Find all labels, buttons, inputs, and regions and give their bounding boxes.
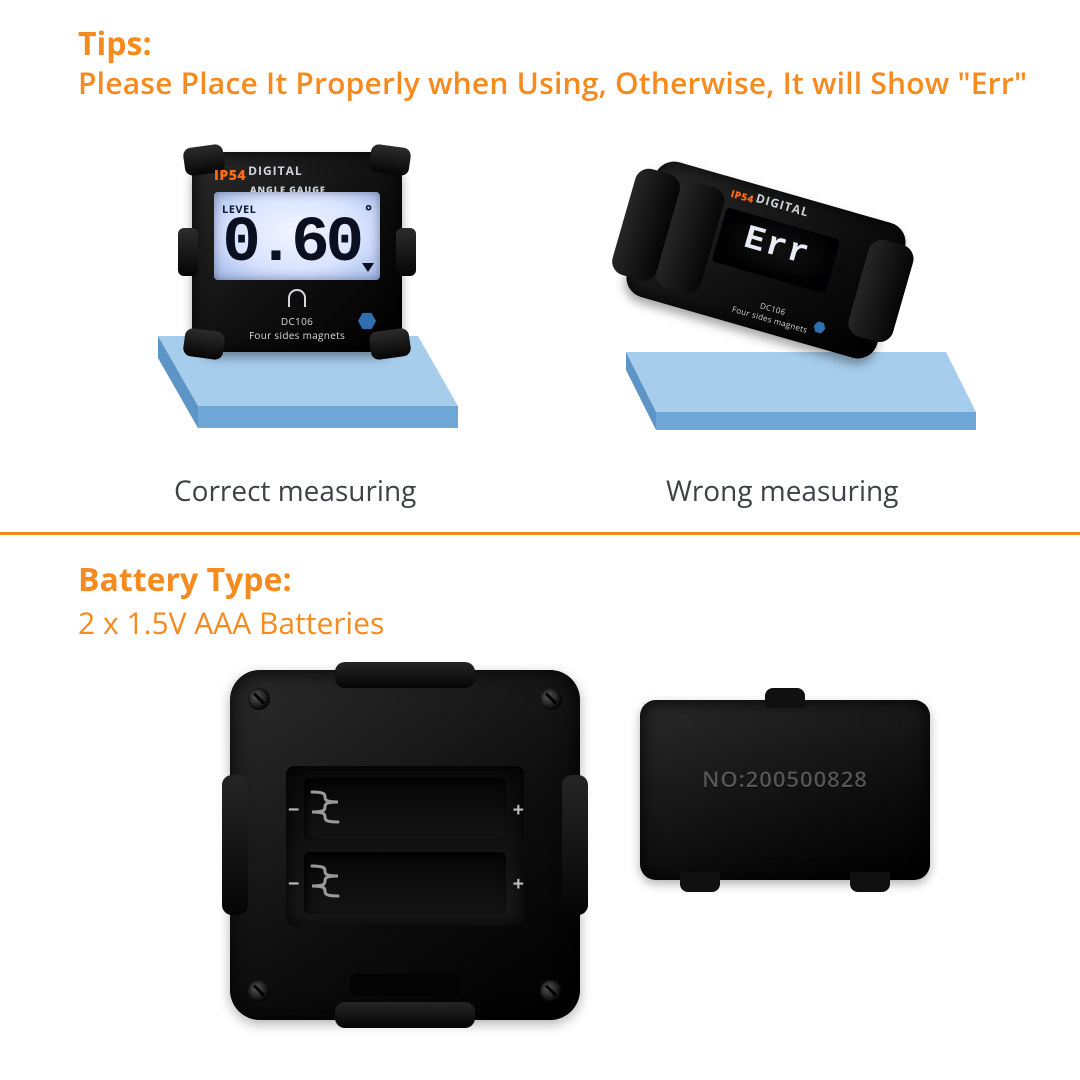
brand-ip54-wrong: IP54 — [729, 186, 755, 206]
spring-icon — [308, 862, 342, 904]
cover-clip — [765, 688, 805, 708]
battery-heading: Battery Type: — [78, 558, 292, 601]
magnet-icon — [288, 289, 306, 307]
platform-wrong — [596, 352, 976, 462]
cover-clip — [680, 872, 720, 892]
caption-wrong: Wrong measuring — [666, 472, 898, 510]
battery-slot: − + — [304, 852, 506, 914]
cover-serial: NO:200500828 — [640, 764, 930, 794]
tips-body: Please Place It Properly when Using, Oth… — [78, 62, 1027, 103]
lcd-down-arrow-icon — [362, 263, 374, 272]
lcd-degree-symbol: ° — [365, 200, 372, 222]
device-magnets-text: Four sides magnets — [249, 328, 345, 342]
polarity-plus: + — [513, 870, 524, 897]
battery-slot: − + — [304, 778, 506, 840]
screw-icon — [248, 980, 270, 1002]
lcd-value: 0.60 — [222, 212, 360, 276]
battery-cover: NO:200500828 — [640, 700, 930, 880]
battery-sub: 2 x 1.5V AAA Batteries — [78, 602, 384, 643]
caption-correct: Correct measuring — [174, 472, 416, 510]
bottom-groove — [350, 974, 460, 996]
screw-icon — [540, 980, 562, 1002]
tips-heading: Tips: — [78, 22, 152, 65]
cover-clip — [850, 872, 890, 892]
device-correct: IP54DIGITAL ANGLE GAUGE LEVEL 0.60 ° DC1… — [192, 152, 402, 352]
polarity-minus: − — [288, 796, 299, 823]
device-bottom-labels-wrong: DC106 Four sides magnets — [710, 287, 831, 341]
lcd-screen-wrong: Err — [712, 207, 841, 293]
polarity-minus: − — [288, 870, 299, 897]
battery-compartment: − + − + — [230, 670, 580, 1020]
polarity-plus: + — [513, 796, 524, 823]
hex-badge-icon-wrong — [812, 320, 827, 335]
brand-digital: DIGITAL — [248, 166, 303, 177]
device-wrong: IP54DIGITAL Err DC106 Four sides magnets — [622, 157, 911, 363]
battery-bay: − + − + — [286, 766, 524, 926]
spring-icon — [308, 788, 342, 830]
device-bottom-labels: DC106 Four sides magnets — [192, 289, 402, 342]
section-divider — [0, 532, 1080, 535]
screw-icon — [248, 688, 270, 710]
screw-icon — [540, 688, 562, 710]
brand-digital-wrong: DIGITAL — [755, 193, 810, 218]
brand-ip54: IP54 — [214, 166, 246, 185]
platform-correct — [118, 336, 458, 466]
lcd-screen-correct: LEVEL 0.60 ° — [214, 192, 380, 280]
lcd-err: Err — [715, 213, 839, 282]
